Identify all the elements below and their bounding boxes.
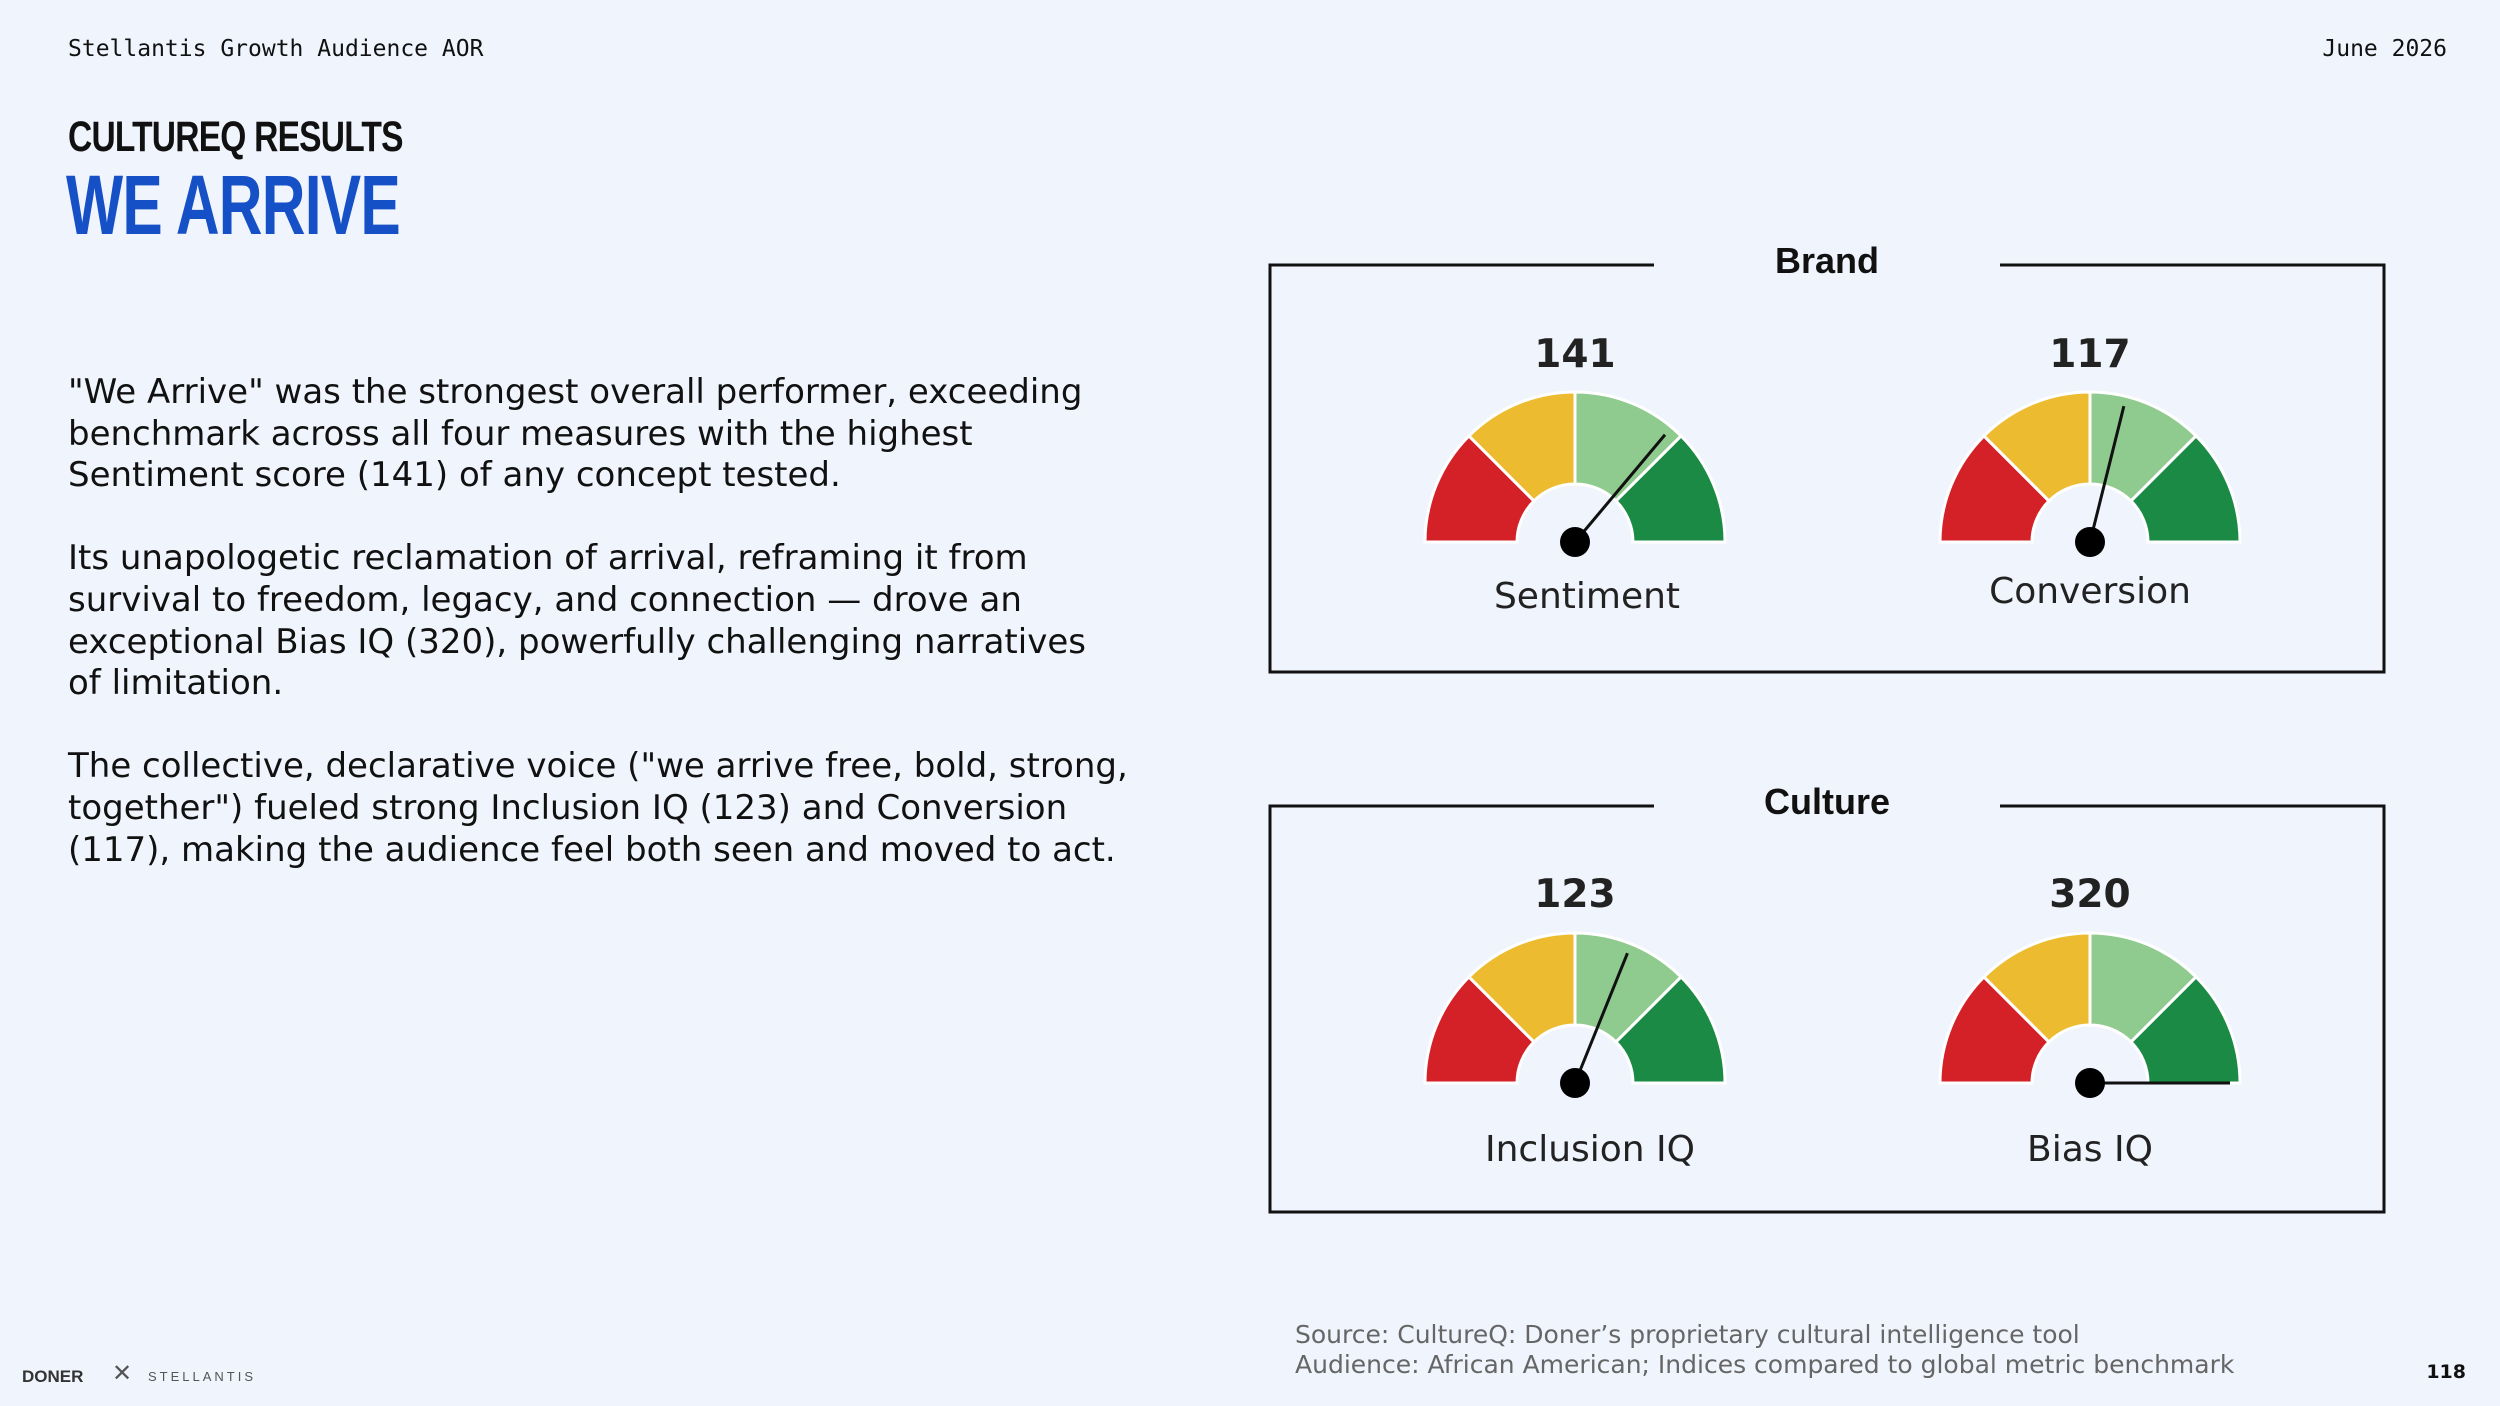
paragraph-3: The collective, declarative voice ("we a… <box>68 746 1128 870</box>
gauge-conversion: 117 Conversion <box>1938 332 2242 612</box>
section-eyebrow: CULTUREQ RESULTS <box>68 113 403 161</box>
gauge-bias-iq: 320 Bias IQ <box>1938 872 2242 1170</box>
gauge-inclusion-iq: 123 Inclusion IQ <box>1423 872 1727 1170</box>
source-line-2: Audience: African American; Indices comp… <box>1295 1350 2235 1379</box>
gauge-needle <box>1573 952 1629 1084</box>
gauge-needle <box>1573 433 1667 543</box>
close-icon: ✕ <box>112 1359 133 1387</box>
gauge-label: Conversion <box>1989 571 2191 612</box>
gauge-segment-dark-green <box>1613 433 1727 544</box>
paragraph-2: Its unapologetic reclamation of arrival,… <box>68 538 1086 704</box>
gauge-needle-hub <box>1560 527 1590 557</box>
client-name: Stellantis Growth Audience AOR <box>68 36 484 62</box>
culture-panel-label: Culture <box>1764 781 1890 822</box>
gauge-segment-dark-green <box>2128 974 2242 1085</box>
page-number: 118 <box>2426 1361 2466 1383</box>
source-note: Source: CultureQ: Doner’s proprietary cu… <box>1295 1320 2234 1380</box>
gauge-label: Bias IQ <box>2027 1129 2153 1170</box>
source-line-1: Source: CultureQ: Doner’s proprietary cu… <box>1295 1320 2080 1349</box>
gauge-needle-hub <box>2075 527 2105 557</box>
doner-logo: DONER <box>22 1367 84 1386</box>
gauge-segment-dark-green <box>2128 433 2242 544</box>
gauge-segment-dark-green <box>1613 974 1727 1085</box>
gauge-value: 320 <box>2049 872 2130 917</box>
brand-panel: Brand 141 Sentiment 117 Conversion <box>1268 240 2386 674</box>
gauge-needle <box>2088 405 2126 543</box>
brand-panel-frame <box>1268 263 2386 674</box>
gauge-needle-hub <box>1560 1068 1590 1098</box>
culture-panel: Culture 123 Inclusion IQ 320 Bias IQ <box>1268 781 2386 1214</box>
paragraph-1: "We Arrive" was the strongest overall pe… <box>68 372 1083 496</box>
brand-panel-label: Brand <box>1775 240 1879 281</box>
gauge-label: Sentiment <box>1494 576 1680 617</box>
stellantis-logo: STELLANTIS <box>148 1369 257 1384</box>
gauge-sentiment: 141 Sentiment <box>1423 332 1727 617</box>
gauge-value: 117 <box>2049 332 2130 377</box>
gauge-value: 141 <box>1534 332 1615 377</box>
page-title: WE ARRIVE <box>66 158 401 252</box>
culture-panel-frame <box>1268 804 2386 1214</box>
gauge-needle-hub <box>2075 1068 2105 1098</box>
gauge-value: 123 <box>1534 872 1615 917</box>
gauge-label: Inclusion IQ <box>1485 1129 1695 1170</box>
body-text: "We Arrive" was the strongest overall pe… <box>68 372 1128 913</box>
date-label: June 2026 <box>2322 36 2447 62</box>
